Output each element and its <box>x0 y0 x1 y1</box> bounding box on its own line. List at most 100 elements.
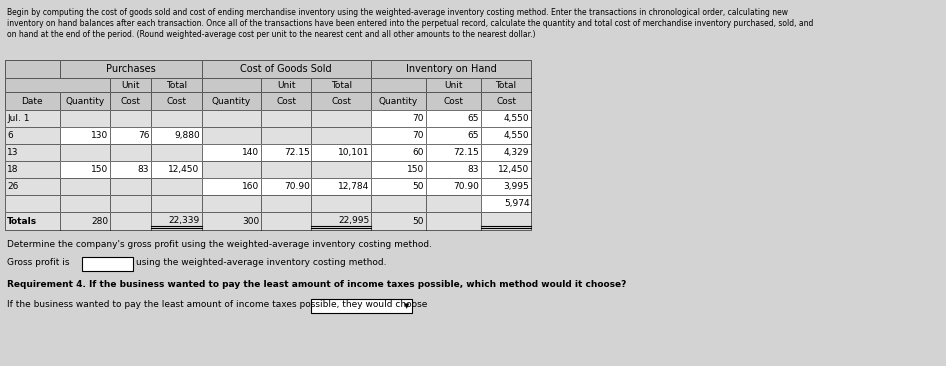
Bar <box>311 161 371 178</box>
Bar <box>371 212 426 230</box>
Text: Jul. 1: Jul. 1 <box>8 114 30 123</box>
Bar <box>201 144 261 161</box>
Bar <box>110 92 151 110</box>
Bar <box>481 161 532 178</box>
Bar <box>481 144 532 161</box>
Bar <box>201 60 371 78</box>
Text: Cost: Cost <box>120 97 141 105</box>
Bar <box>426 127 481 144</box>
Bar <box>426 195 481 212</box>
Bar <box>5 78 110 92</box>
Text: 160: 160 <box>242 182 259 191</box>
Bar <box>110 92 151 110</box>
Text: 50: 50 <box>412 217 424 225</box>
Bar <box>426 110 481 127</box>
Bar <box>60 144 110 161</box>
Bar <box>201 161 261 178</box>
Bar <box>311 212 371 230</box>
Bar <box>481 195 532 212</box>
Text: Cost: Cost <box>166 97 186 105</box>
Bar <box>60 127 110 144</box>
Text: 12,450: 12,450 <box>168 165 200 174</box>
Bar <box>110 212 151 230</box>
Bar <box>371 212 426 230</box>
Bar <box>481 127 532 144</box>
Bar <box>201 178 261 195</box>
Text: Cost of Goods Sold: Cost of Goods Sold <box>240 64 332 74</box>
Bar <box>151 161 201 178</box>
Bar <box>110 110 151 127</box>
Text: 130: 130 <box>91 131 108 140</box>
Bar <box>151 110 201 127</box>
Bar <box>311 144 371 161</box>
Bar <box>311 299 412 313</box>
Bar <box>151 178 201 195</box>
Bar <box>481 195 532 212</box>
Bar <box>5 110 60 127</box>
Bar <box>371 127 426 144</box>
Bar <box>5 78 110 92</box>
Text: inventory on hand balances after each transaction. Once all of the transactions : inventory on hand balances after each tr… <box>8 19 814 28</box>
Bar <box>481 127 532 144</box>
Bar <box>60 195 110 212</box>
Bar <box>311 212 371 230</box>
Text: 12,450: 12,450 <box>499 165 530 174</box>
Text: 60: 60 <box>412 148 424 157</box>
Bar <box>201 127 261 144</box>
Bar <box>60 212 110 230</box>
Bar <box>426 212 481 230</box>
Bar <box>110 178 151 195</box>
Text: 140: 140 <box>242 148 259 157</box>
Bar <box>426 161 481 178</box>
Bar <box>5 92 60 110</box>
Bar <box>371 195 426 212</box>
Bar <box>151 78 201 92</box>
Bar <box>201 161 261 178</box>
Bar <box>371 92 426 110</box>
Bar <box>110 161 151 178</box>
Bar <box>426 212 481 230</box>
Bar <box>5 92 60 110</box>
Text: 5,974: 5,974 <box>504 199 530 208</box>
Bar <box>5 60 60 78</box>
Bar <box>5 110 60 127</box>
Bar <box>311 195 371 212</box>
Bar <box>60 92 110 110</box>
Text: 72.15: 72.15 <box>284 148 309 157</box>
Text: 4,329: 4,329 <box>504 148 530 157</box>
Text: 83: 83 <box>138 165 149 174</box>
Bar <box>201 60 371 78</box>
Bar <box>371 195 426 212</box>
Bar <box>371 127 426 144</box>
Bar <box>481 161 532 178</box>
Bar <box>60 144 110 161</box>
Bar <box>151 92 201 110</box>
Bar <box>5 161 60 178</box>
Bar <box>151 195 201 212</box>
Bar <box>371 92 426 110</box>
Bar <box>426 127 481 144</box>
Bar <box>110 161 151 178</box>
Bar <box>201 212 261 230</box>
Bar <box>5 127 60 144</box>
Bar <box>371 110 426 127</box>
Text: Quantity: Quantity <box>378 97 418 105</box>
Bar <box>481 78 532 92</box>
Bar <box>201 127 261 144</box>
Bar <box>110 195 151 212</box>
Text: 9,880: 9,880 <box>174 131 200 140</box>
Text: Requirement 4. If the business wanted to pay the least amount of income taxes po: Requirement 4. If the business wanted to… <box>8 280 626 289</box>
Bar <box>426 144 481 161</box>
Text: 50: 50 <box>412 182 424 191</box>
Bar <box>261 78 311 92</box>
Text: 150: 150 <box>407 165 424 174</box>
Bar <box>261 92 311 110</box>
Bar <box>261 161 311 178</box>
Bar <box>311 110 371 127</box>
Text: 300: 300 <box>242 217 259 225</box>
Bar <box>201 212 261 230</box>
Bar <box>371 60 532 78</box>
Text: 13: 13 <box>8 148 19 157</box>
Bar <box>5 178 60 195</box>
Bar <box>5 127 60 144</box>
